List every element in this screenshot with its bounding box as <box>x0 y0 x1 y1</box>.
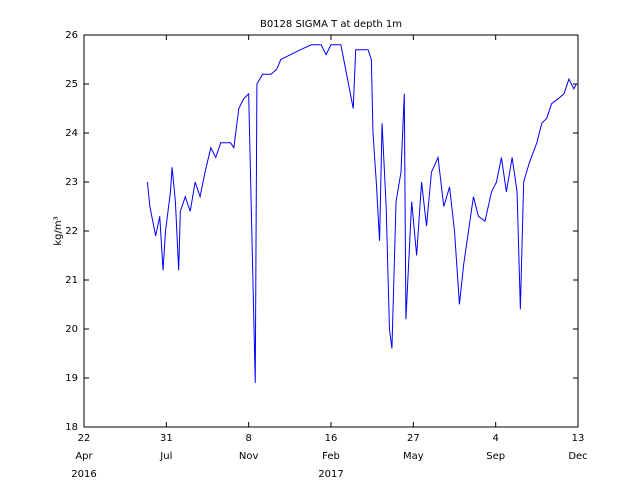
x-tick-label: 8 <box>245 433 251 444</box>
data-line <box>146 44 577 383</box>
y-tick-label: 23 <box>65 177 78 188</box>
y-tick-label: 19 <box>65 373 78 384</box>
x-tick-month: Jul <box>159 451 172 462</box>
y-tick-label: 24 <box>65 128 78 139</box>
x-tick-month: Sep <box>486 451 505 462</box>
x-tick-year: 2016 <box>71 469 96 480</box>
y-axis-label: kg/m³ <box>53 216 64 245</box>
x-tick-year: 2017 <box>318 469 343 480</box>
x-tick-label: 22 <box>78 433 91 444</box>
y-tick-label: 20 <box>65 324 78 335</box>
x-tick-label: 4 <box>492 433 498 444</box>
x-tick-month: Dec <box>568 451 587 462</box>
x-tick-label: 27 <box>407 433 420 444</box>
x-tick-month: Apr <box>75 451 93 462</box>
y-tick-label: 25 <box>65 79 78 90</box>
x-tick-month: Feb <box>322 451 340 462</box>
x-tick-label: 13 <box>572 433 585 444</box>
x-tick-month: Nov <box>239 451 259 462</box>
y-tick-label: 26 <box>65 30 78 41</box>
x-tick-label: 31 <box>160 433 173 444</box>
chart-title: B0128 SIGMA T at depth 1m <box>260 19 402 30</box>
x-tick-label: 16 <box>325 433 338 444</box>
y-tick-label: 21 <box>65 275 78 286</box>
x-tick-month: May <box>403 451 424 462</box>
y-tick-label: 18 <box>65 422 78 433</box>
y-tick-label: 22 <box>65 226 78 237</box>
